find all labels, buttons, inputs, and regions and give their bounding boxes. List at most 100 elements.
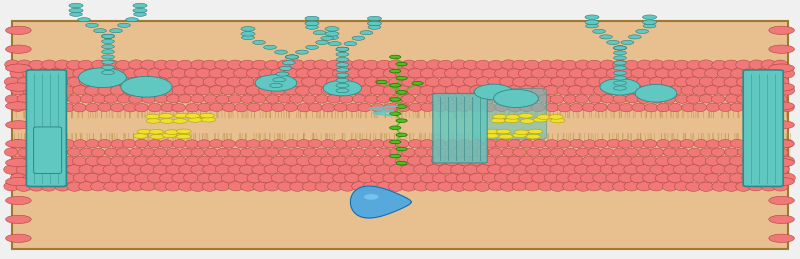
- Ellipse shape: [613, 148, 626, 156]
- Circle shape: [188, 118, 202, 122]
- Ellipse shape: [258, 86, 274, 95]
- Ellipse shape: [376, 77, 391, 87]
- Circle shape: [586, 24, 598, 28]
- Ellipse shape: [110, 174, 126, 183]
- Ellipse shape: [637, 77, 652, 87]
- Circle shape: [6, 45, 31, 53]
- Ellipse shape: [29, 60, 44, 70]
- Ellipse shape: [581, 86, 596, 95]
- Ellipse shape: [247, 174, 262, 183]
- Ellipse shape: [54, 182, 70, 191]
- Circle shape: [396, 105, 407, 108]
- Ellipse shape: [600, 182, 615, 191]
- Circle shape: [614, 76, 626, 80]
- Ellipse shape: [234, 68, 249, 78]
- Ellipse shape: [116, 165, 131, 174]
- Ellipse shape: [302, 60, 318, 69]
- Ellipse shape: [686, 164, 701, 174]
- Ellipse shape: [415, 95, 429, 103]
- Ellipse shape: [674, 77, 690, 87]
- Circle shape: [496, 129, 510, 134]
- Ellipse shape: [142, 95, 156, 103]
- Ellipse shape: [122, 156, 138, 165]
- Ellipse shape: [779, 86, 794, 95]
- Ellipse shape: [513, 77, 528, 87]
- Ellipse shape: [626, 95, 639, 103]
- Ellipse shape: [346, 69, 361, 78]
- Circle shape: [491, 118, 506, 123]
- Ellipse shape: [6, 95, 19, 103]
- Circle shape: [396, 76, 407, 80]
- Ellipse shape: [22, 69, 38, 78]
- Ellipse shape: [582, 69, 597, 78]
- Ellipse shape: [378, 148, 391, 156]
- Ellipse shape: [240, 182, 255, 191]
- Circle shape: [513, 133, 527, 138]
- Ellipse shape: [457, 103, 470, 112]
- Ellipse shape: [277, 77, 292, 87]
- Ellipse shape: [500, 165, 515, 174]
- Ellipse shape: [62, 140, 75, 148]
- Circle shape: [550, 118, 565, 123]
- Ellipse shape: [407, 85, 422, 95]
- Circle shape: [336, 52, 349, 56]
- Ellipse shape: [146, 156, 162, 166]
- Ellipse shape: [476, 164, 491, 174]
- Circle shape: [614, 46, 626, 50]
- Ellipse shape: [463, 165, 478, 174]
- Ellipse shape: [700, 148, 714, 156]
- Ellipse shape: [42, 60, 57, 69]
- Ellipse shape: [246, 156, 261, 166]
- Ellipse shape: [202, 60, 218, 69]
- Ellipse shape: [649, 60, 664, 69]
- Ellipse shape: [10, 140, 24, 148]
- Ellipse shape: [185, 156, 200, 166]
- Ellipse shape: [761, 60, 776, 69]
- Ellipse shape: [693, 173, 708, 182]
- Ellipse shape: [123, 86, 138, 95]
- Ellipse shape: [352, 77, 367, 87]
- Ellipse shape: [445, 140, 459, 148]
- Ellipse shape: [718, 174, 733, 183]
- Ellipse shape: [123, 104, 138, 112]
- Circle shape: [606, 40, 619, 45]
- Ellipse shape: [724, 77, 739, 87]
- Circle shape: [769, 215, 794, 224]
- Circle shape: [165, 130, 179, 134]
- Circle shape: [336, 73, 349, 77]
- Ellipse shape: [543, 156, 558, 166]
- Circle shape: [321, 36, 334, 40]
- Ellipse shape: [606, 85, 621, 95]
- Ellipse shape: [97, 174, 112, 183]
- Ellipse shape: [326, 77, 342, 87]
- Ellipse shape: [352, 60, 367, 69]
- Ellipse shape: [186, 104, 199, 112]
- Ellipse shape: [780, 173, 795, 183]
- Ellipse shape: [290, 77, 306, 87]
- Ellipse shape: [705, 85, 720, 95]
- Ellipse shape: [624, 182, 639, 191]
- Ellipse shape: [285, 140, 298, 148]
- Ellipse shape: [315, 95, 329, 103]
- Circle shape: [202, 117, 216, 122]
- Ellipse shape: [495, 140, 509, 148]
- Circle shape: [6, 215, 31, 224]
- Ellipse shape: [774, 148, 788, 157]
- Ellipse shape: [394, 174, 410, 183]
- Ellipse shape: [402, 77, 417, 87]
- Ellipse shape: [172, 173, 187, 183]
- Ellipse shape: [166, 95, 180, 103]
- Ellipse shape: [650, 77, 665, 87]
- Ellipse shape: [494, 103, 508, 111]
- Ellipse shape: [748, 77, 763, 87]
- Circle shape: [396, 133, 407, 137]
- Ellipse shape: [686, 95, 700, 103]
- Ellipse shape: [239, 60, 254, 69]
- Ellipse shape: [586, 164, 602, 174]
- Ellipse shape: [74, 140, 87, 148]
- Ellipse shape: [761, 182, 776, 191]
- Circle shape: [769, 83, 794, 91]
- Ellipse shape: [407, 156, 422, 165]
- Circle shape: [325, 32, 339, 36]
- Ellipse shape: [271, 173, 286, 183]
